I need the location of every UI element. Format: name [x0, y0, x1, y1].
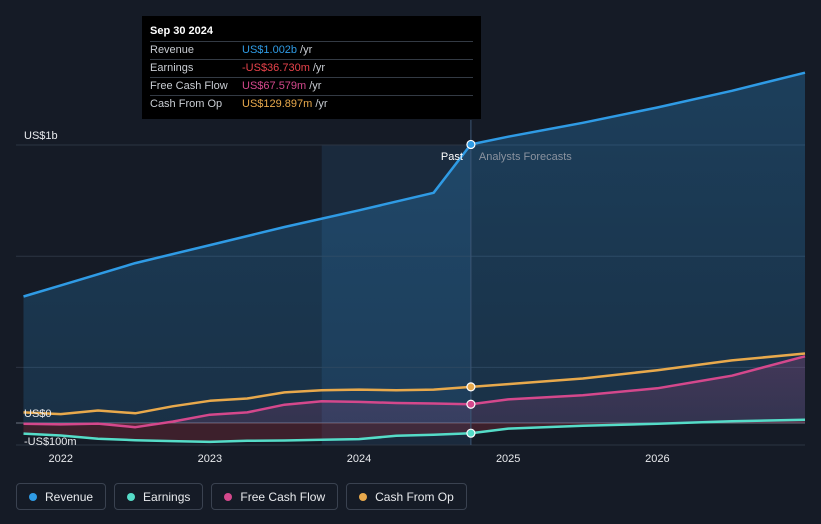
tooltip-date: Sep 30 2024 [150, 25, 213, 37]
tooltip-label: Earnings [150, 62, 194, 74]
revenue-marker [466, 139, 476, 150]
tooltip-unit: /yr [309, 80, 322, 92]
x-tick-label: 2023 [198, 453, 222, 465]
x-tick-label: 2025 [496, 453, 520, 465]
tooltip: Sep 30 2024 Revenue US$1.002b /yr Earnin… [142, 16, 481, 119]
tooltip-row-revenue: Revenue US$1.002b /yr [150, 41, 473, 59]
legend-label: Earnings [143, 489, 191, 504]
forecast-label: Analysts Forecasts [479, 151, 572, 163]
x-tick-label: 2024 [347, 453, 371, 465]
legend-label: Free Cash Flow [240, 489, 326, 504]
tooltip-value: US$1.002b [242, 44, 298, 56]
tooltip-label: Revenue [150, 44, 195, 56]
past-label: Past [441, 151, 463, 163]
x-tick-label: 2026 [645, 453, 669, 465]
legend-item-cash-from-op[interactable]: Cash From Op [346, 483, 467, 510]
legend-dot-icon [224, 492, 233, 501]
tooltip-value: US$129.897m [242, 98, 313, 110]
cash-from-op-line [23, 352, 806, 416]
y-tick-label: -US$100m [24, 436, 77, 448]
tooltip-unit: /yr [312, 62, 326, 74]
tooltip-label: Cash From Op [150, 98, 223, 110]
legend-item-free-cash-flow[interactable]: Free Cash Flow [211, 483, 339, 510]
tooltip-row-cash-from-op: Cash From Op US$129.897m /yr [150, 95, 473, 113]
legend-dot-icon [127, 492, 136, 501]
free-cash-flow-marker [466, 399, 476, 409]
legend-item-revenue[interactable]: Revenue [16, 483, 107, 510]
tooltip-row-earnings: Earnings -US$36.730m /yr [150, 59, 473, 77]
tooltip-label: Free Cash Flow [150, 80, 228, 92]
legend: Revenue Earnings Free Cash Flow Cash Fro… [16, 483, 467, 510]
y-tick-label: US$1b [24, 130, 58, 142]
legend-dot-icon [29, 492, 37, 501]
legend-dot-icon [359, 492, 368, 501]
legend-label: Cash From Op [375, 489, 454, 504]
revenue-line [23, 71, 806, 298]
earnings-area [23, 419, 806, 442]
free-cash-flow-line [23, 355, 806, 429]
x-tick-label: 2022 [49, 453, 73, 465]
tooltip-value: -US$36.730m [242, 62, 310, 74]
y-tick-label: US$0 [24, 408, 52, 420]
free-cash-flow-area [23, 356, 806, 428]
tooltip-unit: /yr [315, 98, 328, 110]
earnings-marker [466, 428, 476, 438]
legend-label: Revenue [45, 489, 94, 504]
revenue-area [23, 72, 806, 423]
tooltip-unit: /yr [300, 44, 313, 56]
tooltip-row-free-cash-flow: Free Cash Flow US$67.579m /yr [150, 77, 473, 95]
cash-from-op-marker [466, 382, 476, 392]
tooltip-value: US$67.579m [242, 80, 307, 92]
legend-item-earnings[interactable]: Earnings [114, 483, 204, 510]
earnings-line [23, 418, 806, 444]
